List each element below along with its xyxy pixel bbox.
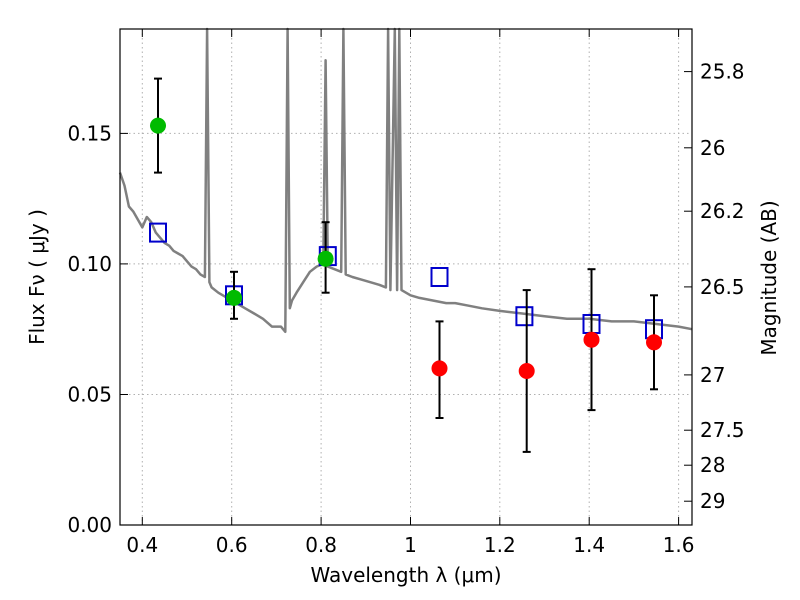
- x-tick-label: 0.6: [216, 533, 248, 557]
- y-axis-title: Flux Fν ( μJy ): [25, 209, 49, 345]
- x-axis-title-text: Wavelength λ (μm): [310, 563, 501, 587]
- detected-flux-point: [226, 289, 242, 306]
- detected-flux-point: [317, 250, 334, 267]
- nondetected-flux-point: [431, 360, 448, 377]
- x-tick-label: 1.6: [663, 533, 695, 557]
- x-tick-label: 1.4: [573, 533, 605, 557]
- y2-tick-label: 27: [700, 363, 725, 387]
- model-photometry-marker: [515, 306, 534, 327]
- model-spectrum-line: [118, 27, 693, 334]
- x-tick-label: 0.8: [305, 533, 337, 557]
- nondetected-flux-point: [583, 331, 600, 348]
- plot-frame: [119, 28, 693, 526]
- y2-tick-label: 29: [700, 489, 725, 513]
- y2-tick-label: 26.2: [700, 199, 745, 223]
- y-tick-label: 0.05: [67, 383, 112, 407]
- y2-tick-label: 25.8: [700, 60, 745, 84]
- x-tick-label: 0.4: [126, 533, 158, 557]
- y-tick-label: 0.15: [67, 121, 112, 145]
- x-axis-title: Wavelength λ (μm): [310, 563, 501, 587]
- y-axis-title-text: Flux Fν ( μJy ): [25, 209, 49, 345]
- x-tick-label: 1.2: [484, 533, 516, 557]
- detected-flux-point: [150, 117, 166, 134]
- y-tick-label: 0.00: [67, 513, 112, 537]
- y2-tick-label: 26.5: [700, 275, 745, 299]
- data-layer: [118, 27, 693, 453]
- y2-tick-label: 27.5: [700, 418, 745, 442]
- model-photometry-marker: [149, 222, 167, 243]
- y2-axis-title-text: Magnitude (AB): [757, 200, 781, 355]
- y2-tick-label: 26: [700, 136, 725, 160]
- x-tick-label: 1: [404, 533, 417, 557]
- nondetected-flux-point: [646, 334, 662, 351]
- y-tick-label: 0.10: [67, 252, 112, 276]
- y2-axis-title: Magnitude (AB): [757, 200, 781, 355]
- nondetected-flux-point: [518, 363, 535, 379]
- tick-layer: 0.4 0.6 0.8 1 1.2 1.4 1.6 0.00 0.05 0.10 0.15 25.8 2…: [67, 29, 745, 557]
- model-photometry-marker: [430, 267, 449, 287]
- y2-tick-label: 28: [700, 453, 725, 477]
